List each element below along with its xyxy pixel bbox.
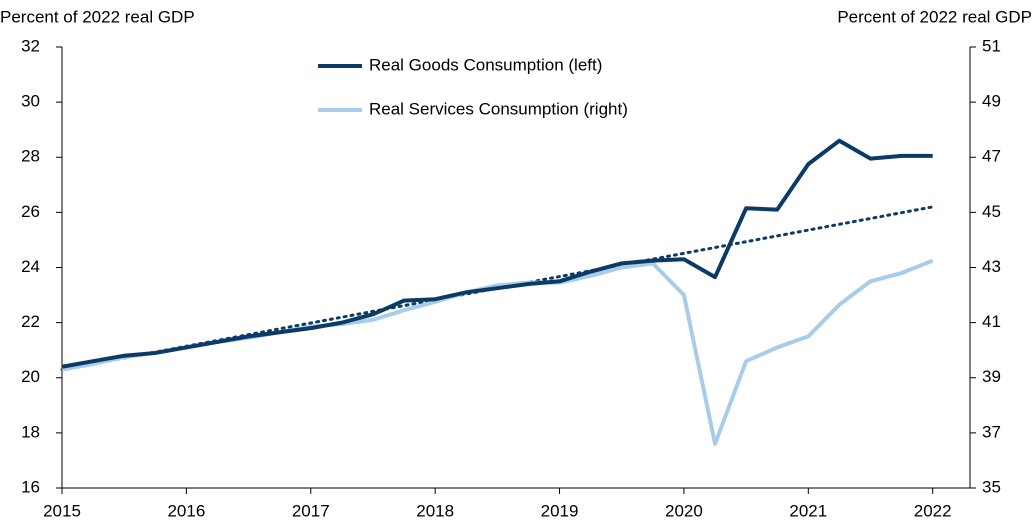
y2-axis-title: Percent of 2022 real GDP: [837, 7, 1032, 26]
x-tick-label: 2021: [789, 501, 827, 520]
legend-label: Real Services Consumption (right): [369, 99, 628, 118]
series-line: [61, 138, 933, 369]
y2-tick-label: 37: [982, 422, 1001, 441]
y-tick-label: 32: [21, 36, 40, 55]
y-tick-label: 30: [21, 92, 40, 111]
y2-tick-label: 51: [982, 36, 1001, 55]
y-tick-label: 28: [21, 147, 40, 166]
y-tick-label: 18: [21, 422, 40, 441]
y2-tick-label: 39: [982, 367, 1001, 386]
y2-tick-label: 47: [982, 147, 1001, 166]
y-tick-label: 26: [21, 202, 40, 221]
y-tick-label: 16: [21, 477, 40, 496]
y-axis-title: Percent of 2022 real GDP: [0, 7, 195, 26]
y-tick-label: 24: [21, 257, 40, 276]
y2-tick-label: 41: [982, 312, 1001, 331]
y2-tick-label: 35: [982, 477, 1001, 496]
y2-tick-label: 49: [982, 92, 1001, 111]
x-tick-label: 2019: [541, 501, 579, 520]
y-tick-label: 20: [21, 367, 40, 386]
y2-tick-label: 43: [982, 257, 1001, 276]
x-tick-label: 2017: [292, 501, 330, 520]
x-tick-label: 2016: [167, 501, 205, 520]
x-tick-label: 2022: [914, 501, 952, 520]
x-tick-label: 2015: [43, 501, 81, 520]
legend-label: Real Goods Consumption (left): [369, 55, 602, 74]
y2-tick-label: 45: [982, 202, 1001, 221]
x-tick-label: 2018: [416, 501, 454, 520]
y-tick-label: 22: [21, 312, 40, 331]
x-tick-label: 2020: [665, 501, 703, 520]
